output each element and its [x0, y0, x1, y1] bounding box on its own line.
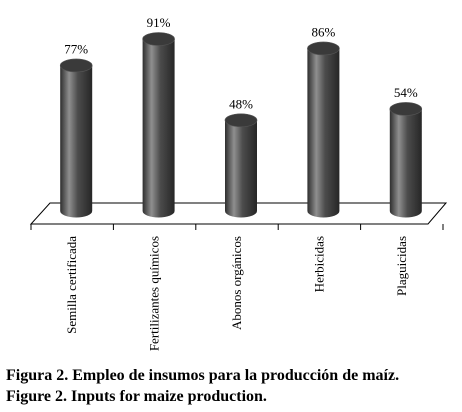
- bar-4: [389, 102, 423, 218]
- bar-top: [389, 102, 423, 116]
- category-label: Plaguicidas: [394, 236, 409, 296]
- bar-body: [307, 48, 340, 218]
- bar-body: [225, 120, 257, 218]
- category-label: Herbicidas: [311, 236, 326, 292]
- bars-layer: [59, 32, 423, 218]
- bar-1: [142, 32, 175, 218]
- bar-0: [59, 58, 93, 218]
- category-label: Fertilizantes químicos: [147, 236, 162, 351]
- value-label: 54%: [394, 85, 418, 100]
- value-label: 91%: [147, 15, 171, 30]
- bar-body: [142, 39, 175, 218]
- value-label: 48%: [229, 96, 253, 111]
- figure-caption-english: Figure 2. Inputs for maize production.: [6, 388, 267, 405]
- value-label: 77%: [64, 41, 88, 56]
- category-label: Semilla certificada: [64, 236, 79, 334]
- category-labels: Semilla certificada Fertilizantes químico…: [64, 236, 409, 351]
- x-axis-ticks: [30, 224, 444, 230]
- figure-caption-spanish: Figura 2. Empleo de insumos para la prod…: [6, 367, 400, 384]
- category-label: Abonos orgánicos: [229, 236, 244, 330]
- bar-2: [224, 113, 258, 218]
- bar-top: [224, 113, 258, 128]
- value-label: 86%: [311, 24, 335, 39]
- value-labels: 77% 91% 48% 86% 54%: [64, 15, 418, 111]
- bar-3: [307, 41, 340, 218]
- bar-top: [142, 32, 175, 46]
- bar-body: [60, 65, 93, 218]
- bar-top: [59, 58, 93, 73]
- bar-chart: 77% 91% 48% 86% 54% Semilla certificada Ferti…: [29, 15, 448, 351]
- bar-body: [389, 108, 422, 218]
- bar-top: [307, 41, 340, 56]
